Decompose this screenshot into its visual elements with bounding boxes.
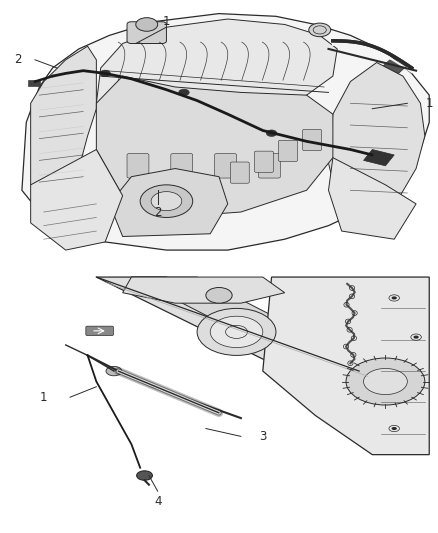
Polygon shape (328, 158, 416, 239)
Text: 3: 3 (259, 430, 266, 443)
Polygon shape (364, 149, 394, 166)
Circle shape (197, 309, 276, 356)
FancyBboxPatch shape (303, 130, 321, 151)
Circle shape (106, 366, 122, 376)
Text: 1: 1 (40, 391, 48, 403)
Circle shape (392, 427, 397, 430)
Polygon shape (31, 149, 123, 250)
Circle shape (413, 336, 419, 338)
Polygon shape (31, 46, 96, 207)
Circle shape (136, 18, 158, 31)
Circle shape (179, 89, 189, 96)
Polygon shape (96, 76, 333, 217)
Circle shape (266, 130, 277, 136)
Polygon shape (22, 13, 429, 250)
Circle shape (100, 70, 110, 77)
Circle shape (413, 388, 419, 391)
Polygon shape (263, 277, 429, 455)
Circle shape (140, 185, 193, 217)
Polygon shape (110, 168, 228, 237)
Polygon shape (381, 60, 407, 74)
Text: 2: 2 (154, 206, 162, 219)
Polygon shape (328, 62, 425, 223)
FancyBboxPatch shape (171, 154, 193, 178)
Polygon shape (96, 277, 359, 376)
Circle shape (206, 287, 232, 303)
Circle shape (392, 296, 397, 300)
FancyBboxPatch shape (28, 79, 40, 86)
Circle shape (309, 23, 331, 37)
Polygon shape (96, 19, 337, 111)
FancyBboxPatch shape (86, 326, 113, 336)
FancyBboxPatch shape (127, 154, 149, 178)
FancyBboxPatch shape (215, 154, 237, 178)
Circle shape (210, 316, 263, 348)
Text: 4: 4 (154, 495, 162, 508)
FancyBboxPatch shape (279, 140, 297, 161)
Polygon shape (131, 277, 416, 389)
Text: 2: 2 (14, 53, 21, 66)
Text: 1: 1 (162, 15, 170, 28)
FancyBboxPatch shape (230, 162, 249, 183)
Text: 1: 1 (425, 97, 433, 110)
Circle shape (364, 368, 407, 394)
FancyBboxPatch shape (258, 154, 280, 178)
Circle shape (151, 192, 182, 211)
FancyBboxPatch shape (127, 22, 166, 44)
Circle shape (346, 358, 425, 405)
Polygon shape (123, 277, 285, 303)
FancyBboxPatch shape (254, 151, 273, 172)
Circle shape (137, 471, 152, 480)
